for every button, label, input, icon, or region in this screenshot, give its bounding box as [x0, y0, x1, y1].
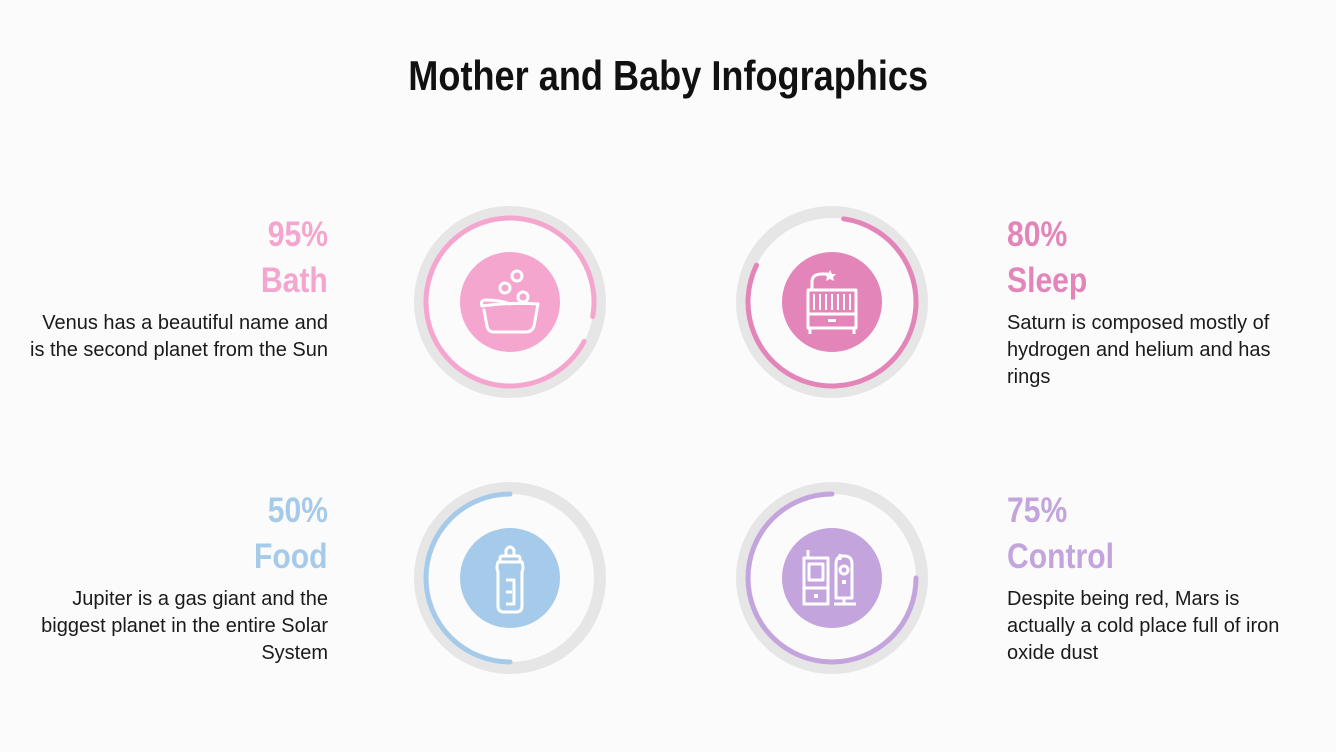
- crib-icon: [806, 270, 858, 334]
- progress-arc: [423, 215, 597, 389]
- item-description: Jupiter is a gas giant and the biggest p…: [41, 588, 328, 664]
- progress-ring-sleep: [736, 206, 928, 398]
- item-description: Saturn is composed mostly of hydrogen an…: [1007, 312, 1271, 388]
- ring-track: [414, 482, 606, 674]
- progress-arc: [423, 491, 513, 665]
- percent-label: 80%: [1007, 215, 1068, 254]
- percent-label: 50%: [267, 491, 328, 530]
- item-label: Sleep: [1007, 261, 1088, 300]
- ring-track: [736, 482, 928, 674]
- bathtub-icon: [480, 269, 540, 334]
- item-control-text: 75% Control Despite being red, Mars is a…: [1007, 488, 1307, 667]
- item-label: Control: [1007, 537, 1115, 576]
- percent-label: 95%: [267, 215, 328, 254]
- progress-ring-control: [736, 482, 928, 674]
- item-label: Bath: [261, 261, 328, 300]
- item-sleep-text: 80% Sleep Saturn is composed mostly of h…: [1007, 212, 1307, 391]
- item-description: Despite being red, Mars is actually a co…: [1007, 588, 1280, 664]
- progress-arc: [745, 491, 919, 665]
- progress-arc: [745, 216, 919, 389]
- item-food-text: 50% Food Jupiter is a gas giant and the …: [28, 488, 328, 667]
- baby-bottle-icon: [495, 545, 525, 614]
- item-label: Food: [254, 537, 328, 576]
- ring-track: [414, 206, 606, 398]
- percent-label: 75%: [1007, 491, 1068, 530]
- icon-circle: [460, 528, 560, 628]
- icon-circle: [782, 528, 882, 628]
- baby-monitor-icon: [802, 550, 856, 606]
- progress-ring-food: [414, 482, 606, 674]
- item-bath-text: 95% Bath Venus has a beautiful name and …: [28, 212, 328, 364]
- progress-ring-bath: [414, 206, 606, 398]
- item-description: Venus has a beautiful name and is the se…: [30, 312, 328, 361]
- ring-track: [736, 206, 928, 398]
- page-title: Mother and Baby Infographics: [408, 52, 928, 99]
